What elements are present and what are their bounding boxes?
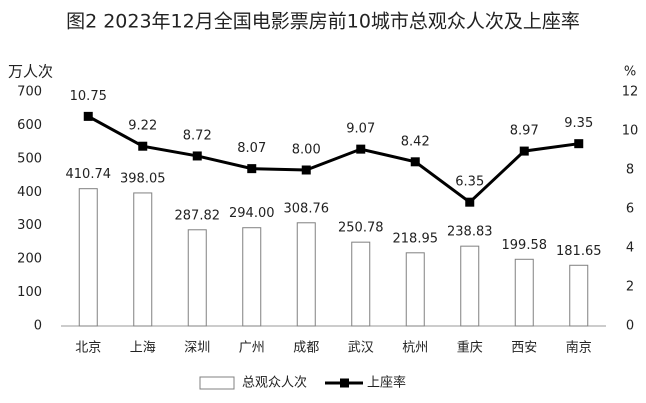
y2-tick-label: 10 (622, 124, 639, 139)
bar (405, 252, 425, 327)
line-marker (356, 144, 366, 154)
line-marker (465, 197, 475, 207)
y2-tick-label: 2 (626, 280, 634, 295)
y-tick-label: 600 (17, 118, 42, 133)
legend-label: 总观众人次 (242, 375, 307, 391)
x-tick-label: 成都 (293, 341, 319, 356)
y-axis-label: 万人次 (8, 63, 53, 81)
x-tick-label: 武汉 (348, 341, 374, 356)
bar (187, 229, 207, 327)
line-marker (410, 157, 420, 167)
legend-swatch (199, 376, 235, 390)
bar (569, 264, 589, 327)
line-marker (519, 146, 529, 156)
bar-value-label: 218.95 (393, 231, 439, 246)
bar-value-label: 410.74 (66, 167, 112, 182)
y-tick-label: 300 (17, 218, 42, 233)
bar (460, 245, 480, 327)
legend-marker (340, 378, 349, 388)
line-value-label: 8.07 (237, 141, 266, 156)
x-tick-label: 深圳 (184, 341, 210, 356)
x-tick-label: 北京 (75, 341, 101, 356)
line-value-label: 8.42 (401, 134, 430, 149)
line-value-label: 10.75 (70, 89, 107, 104)
bar (133, 192, 153, 327)
bar-value-label: 398.05 (120, 171, 166, 186)
bar-value-label: 238.83 (447, 225, 493, 240)
line-value-label: 8.97 (510, 124, 539, 139)
y-tick-label: 200 (17, 252, 42, 267)
x-tick-label: 重庆 (457, 340, 483, 356)
y2-tick-label: 6 (626, 202, 634, 217)
line-value-label: 9.22 (128, 119, 157, 134)
line-value-label: 9.35 (564, 116, 593, 131)
x-tick-label: 杭州 (402, 341, 428, 356)
line-marker (138, 141, 148, 151)
bar (242, 227, 262, 327)
bar-value-label: 250.78 (338, 221, 384, 236)
bar-value-label: 199.58 (502, 238, 548, 253)
bar-value-label: 181.65 (556, 244, 602, 259)
line-marker (247, 164, 257, 174)
bar (78, 188, 98, 327)
line-value-label: 8.00 (292, 143, 321, 158)
legend-label: 上座率 (367, 375, 406, 391)
line-value-label: 6.35 (455, 175, 484, 190)
y2-tick-label: 8 (626, 163, 634, 178)
bar-value-label: 287.82 (175, 208, 221, 223)
y2-axis-label: % (624, 65, 636, 80)
bar (351, 241, 371, 327)
bar (514, 258, 534, 327)
line-marker (83, 111, 93, 121)
x-tick-label: 广州 (239, 341, 265, 356)
y2-tick-label: 4 (626, 241, 634, 256)
x-tick-label: 南京 (566, 340, 592, 356)
x-tick-label: 西安 (511, 341, 537, 356)
line-marker (301, 165, 311, 175)
chart-title: 图2 2023年12月全国电影票房前10城市总观众人次及上座率 (66, 11, 580, 33)
line-marker (574, 139, 584, 149)
line-value-label: 9.07 (346, 122, 375, 137)
y-tick-label: 400 (17, 185, 42, 200)
bar-value-label: 308.76 (284, 201, 330, 216)
x-tick-label: 上海 (130, 341, 156, 356)
y-tick-label: 700 (17, 85, 42, 100)
line-value-label: 8.72 (183, 128, 212, 143)
bar-value-label: 294.00 (229, 206, 275, 221)
line-marker (192, 151, 202, 161)
y-tick-label: 100 (17, 285, 42, 300)
y2-tick-label: 12 (622, 85, 639, 100)
y-tick-label: 500 (17, 151, 42, 166)
y-tick-label: 0 (34, 319, 42, 334)
line (87, 115, 579, 205)
bar (296, 222, 316, 327)
y2-tick-label: 0 (626, 319, 634, 334)
